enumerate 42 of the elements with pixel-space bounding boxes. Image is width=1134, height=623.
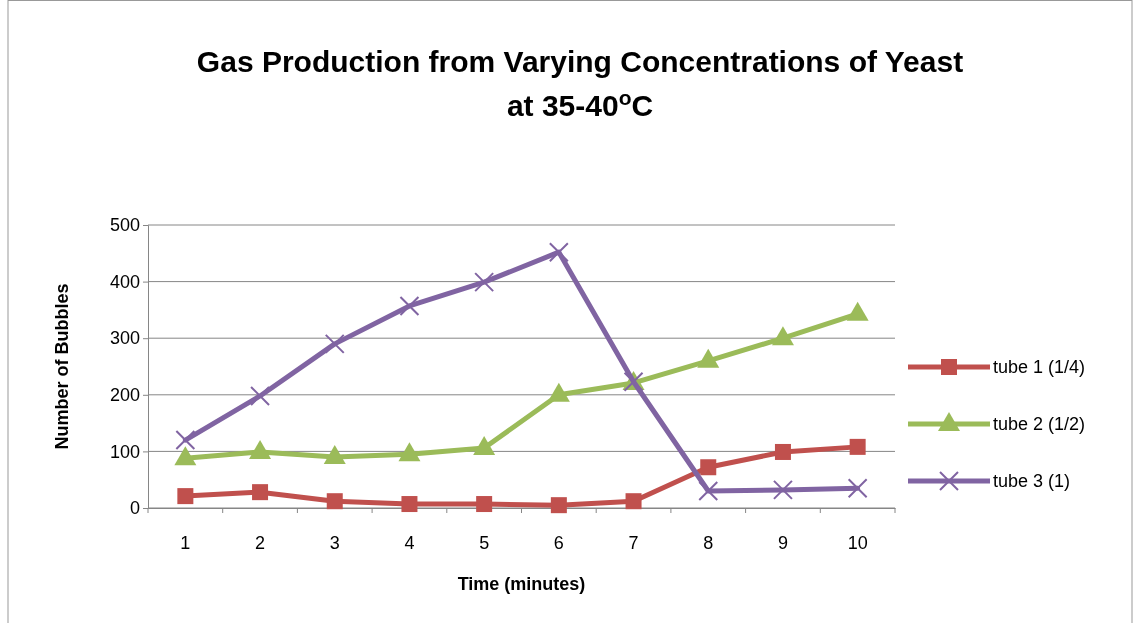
point	[625, 493, 642, 510]
point	[476, 496, 493, 513]
x-tick-label: 8	[703, 532, 714, 553]
y-tick-label: 200	[109, 385, 140, 406]
point	[177, 488, 194, 505]
point	[399, 295, 420, 316]
legend-label: tube 3 (1)	[993, 471, 1071, 491]
legend-label: tube 1 (1/4)	[993, 357, 1086, 377]
y-tick-label: 100	[109, 441, 140, 462]
y-axis-title: Number of Bubbles	[52, 283, 72, 450]
x-tick-label: 10	[847, 532, 868, 553]
x-tick-label: 3	[329, 532, 340, 553]
point	[175, 430, 196, 451]
x-tick-label: 1	[180, 532, 191, 553]
x-tick-label: 4	[404, 532, 415, 553]
point	[252, 484, 269, 501]
legend-label: tube 2 (1/2)	[993, 414, 1086, 434]
point	[474, 272, 495, 293]
point	[847, 478, 868, 499]
x-tick-label: 7	[628, 532, 639, 553]
point	[771, 326, 794, 346]
x-tick-label: 2	[255, 532, 266, 553]
y-tick-label: 500	[109, 215, 140, 236]
y-tick-label: 300	[109, 328, 140, 349]
point	[250, 385, 271, 406]
x-axis-title: Time (minutes)	[457, 574, 586, 594]
x-tick-label: 9	[777, 532, 788, 553]
point	[698, 481, 719, 502]
x-tick-label: 6	[553, 532, 564, 553]
x-tick-label: 5	[479, 532, 490, 553]
point	[849, 438, 866, 455]
chart-title: Gas Production from Varying Concentrations of Yeast at 35-40$^{o}$C	[196, 45, 964, 122]
point	[774, 443, 791, 460]
point	[326, 493, 343, 510]
point	[324, 333, 345, 354]
point	[548, 242, 569, 263]
y-tick-label: 400	[109, 271, 140, 292]
point	[401, 496, 418, 513]
point	[700, 459, 717, 476]
y-tick-label: 0	[129, 498, 140, 519]
point	[772, 479, 793, 500]
point	[550, 497, 567, 514]
